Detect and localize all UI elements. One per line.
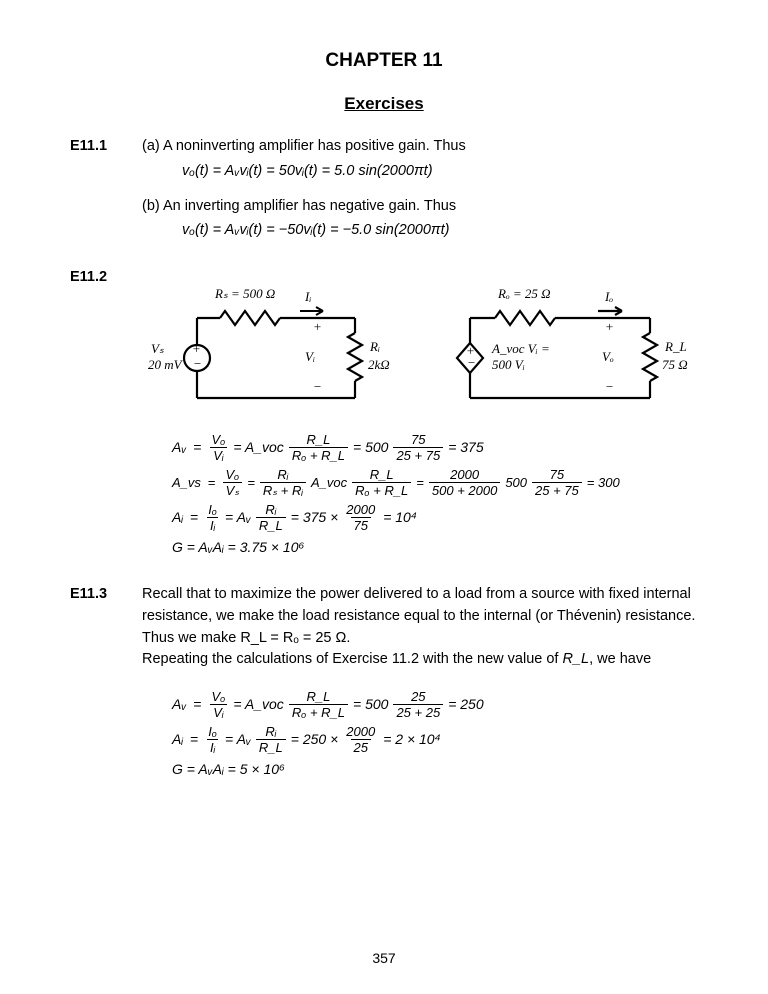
- svg-text:20 mV: 20 mV: [148, 357, 184, 372]
- svg-text:A_voc Vᵢ =: A_voc Vᵢ =: [491, 341, 550, 356]
- e11-3-para2: Repeating the calculations of Exercise 1…: [142, 649, 698, 671]
- svg-text:+: +: [192, 341, 201, 356]
- svg-text:75 Ω: 75 Ω: [662, 357, 688, 372]
- svg-text:Vₛ: Vₛ: [151, 341, 164, 356]
- e11-3-eq2: Aᵢ= IₒIᵢ = Aᵥ RᵢR_L = 250 × 200025 = 2 ×…: [172, 724, 698, 755]
- svg-text:−: −: [605, 379, 614, 394]
- svg-text:+: +: [605, 319, 614, 334]
- svg-text:−: −: [467, 355, 476, 370]
- e11-3-para2-b: , we have: [589, 651, 651, 667]
- svg-text:500 Vᵢ: 500 Vᵢ: [492, 357, 525, 372]
- exercise-e11-1: E11.1 (a) A noninverting amplifier has p…: [70, 136, 698, 245]
- svg-text:Rᵢ: Rᵢ: [369, 339, 380, 354]
- exercise-body: + − Rₛ = 500 Ω Iᵢ Vₛ 20 mV + Vᵢ − Rᵢ 2kΩ: [142, 267, 698, 562]
- exercises-heading: Exercises: [70, 94, 698, 114]
- e11-2-eq2: A_vs= VₒVₛ = RᵢRₛ + Rᵢ A_voc R_LRₒ + R_L…: [172, 467, 698, 498]
- circuit-right: + − Rₒ = 25 Ω Iₒ A_voc Vᵢ = 500 Vᵢ + Vₒ …: [430, 273, 695, 418]
- e11-2-eq3: Aᵢ= IₒIᵢ = Aᵥ RᵢR_L = 375 × 200075 = 10⁴: [172, 502, 698, 533]
- circuit-left: + − Rₛ = 500 Ω Iᵢ Vₛ 20 mV + Vᵢ − Rᵢ 2kΩ: [145, 273, 400, 418]
- svg-text:2kΩ: 2kΩ: [368, 357, 390, 372]
- e11-3-eq1: Aᵥ= VₒVᵢ = A_voc R_LRₒ + R_L = 500 2525 …: [172, 689, 698, 720]
- exercise-label: E11.3: [70, 584, 120, 784]
- exercise-label: E11.1: [70, 136, 120, 245]
- svg-text:Iₒ: Iₒ: [604, 289, 613, 304]
- svg-text:Vᵢ: Vᵢ: [305, 349, 315, 364]
- e11-3-eq3: G = AᵥAᵢ = 5 × 10⁶: [172, 759, 698, 780]
- exercise-body: Recall that to maximize the power delive…: [142, 584, 698, 784]
- exercise-label: E11.2: [70, 267, 120, 562]
- chapter-title: CHAPTER 11: [70, 50, 698, 72]
- e11-2-eq4: G = AᵥAᵢ = 3.75 × 10⁶: [172, 537, 698, 558]
- svg-text:−: −: [313, 379, 322, 394]
- page-container: CHAPTER 11 Exercises E11.1 (a) A noninve…: [0, 0, 768, 994]
- e11-2-eq1: Aᵥ= VₒVᵢ = A_voc R_LRₒ + R_L = 500 7525 …: [172, 432, 698, 463]
- e11-1-part-a-eq: vₒ(t) = Aᵥvᵢ(t) = 50vᵢ(t) = 5.0 sin(2000…: [142, 161, 698, 183]
- svg-text:+: +: [313, 319, 322, 334]
- e11-3-para1: Recall that to maximize the power delive…: [142, 584, 698, 649]
- svg-text:Iᵢ: Iᵢ: [304, 289, 311, 304]
- e11-1-part-a-text: (a) A noninverting amplifier has positiv…: [142, 136, 698, 158]
- e11-1-part-b-eq: vₒ(t) = Aᵥvᵢ(t) = −50vᵢ(t) = −5.0 sin(20…: [142, 220, 698, 242]
- exercise-body: (a) A noninverting amplifier has positiv…: [142, 136, 698, 245]
- e11-3-para2-rl: R_L: [562, 651, 589, 667]
- exercise-e11-3: E11.3 Recall that to maximize the power …: [70, 584, 698, 784]
- svg-text:Rₒ = 25 Ω: Rₒ = 25 Ω: [497, 286, 551, 301]
- svg-text:R_L: R_L: [664, 339, 687, 354]
- svg-text:Rₛ = 500 Ω: Rₛ = 500 Ω: [214, 286, 275, 301]
- e11-3-para2-a: Repeating the calculations of Exercise 1…: [142, 651, 562, 667]
- page-number: 357: [0, 950, 768, 966]
- exercise-e11-2: E11.2: [70, 267, 698, 562]
- svg-text:−: −: [193, 356, 202, 371]
- circuit-diagrams: + − Rₛ = 500 Ω Iᵢ Vₛ 20 mV + Vᵢ − Rᵢ 2kΩ: [142, 273, 698, 418]
- e11-1-part-b-text: (b) An inverting amplifier has negative …: [142, 196, 698, 218]
- svg-text:Vₒ: Vₒ: [602, 349, 614, 364]
